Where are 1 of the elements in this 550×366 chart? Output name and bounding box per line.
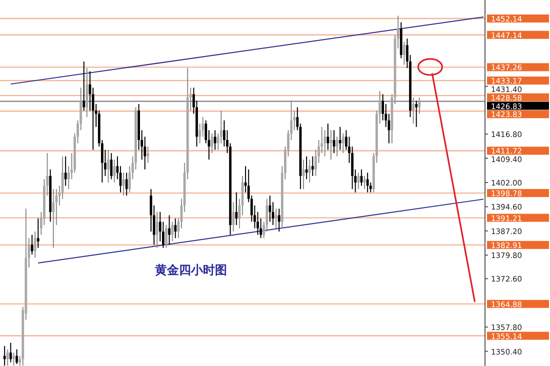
annotation: 黄金四小时图 xyxy=(155,263,227,277)
